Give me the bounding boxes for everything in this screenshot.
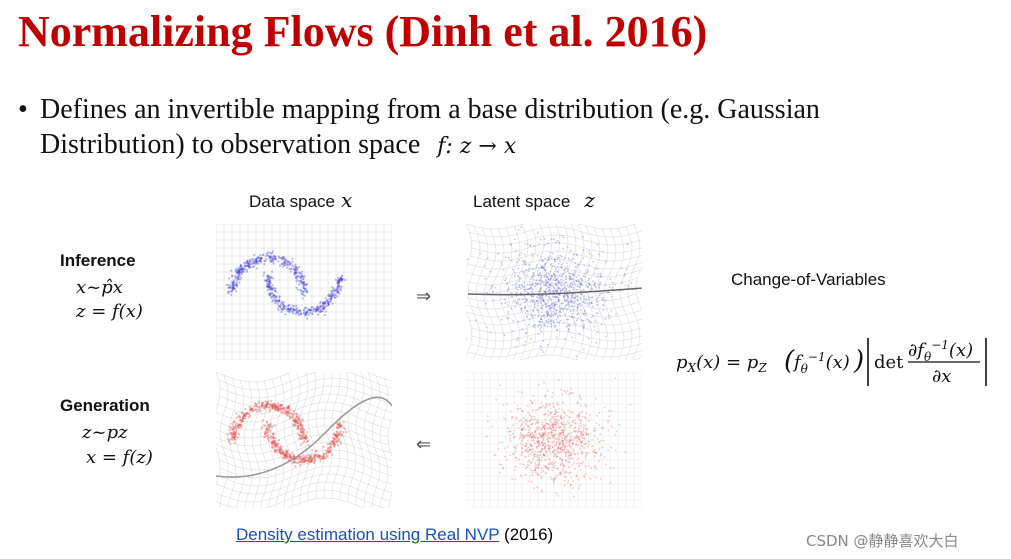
- grid-lines: [216, 224, 392, 360]
- change-of-variables-title: Change-of-Variables: [731, 270, 886, 289]
- moons-points: [225, 250, 347, 320]
- reference-link[interactable]: Density estimation using Real NVP: [236, 525, 500, 544]
- reference-year: (2016): [504, 525, 554, 544]
- watermark: CSDN @静静喜欢大白: [806, 532, 959, 550]
- reference: Density estimation using Real NVP (2016): [236, 525, 553, 545]
- bullet-line-2-text: Distribution) to observation space: [40, 129, 421, 160]
- bullet-line-2: Distribution) to observation space f: z …: [40, 127, 970, 164]
- generation-mapping-eq: x = f(z): [86, 447, 153, 468]
- mapping-formula: f: z → x: [437, 134, 517, 159]
- bullet-text: Defines an invertible mapping from a bas…: [40, 92, 970, 164]
- svg-text:det: det: [874, 352, 904, 373]
- svg-text:(: (: [784, 346, 795, 376]
- svg-text:fθ−1(x): fθ−1(x): [792, 350, 850, 376]
- svg-text:pX(x) = pZ: pX(x) = pZ: [676, 352, 767, 375]
- latent-space-label: Latent space z: [473, 188, 595, 212]
- inference-mapping-eq: z = f(x): [76, 301, 143, 322]
- inference-arrow: ⇒: [416, 286, 432, 307]
- data-space-label: Data space x: [249, 188, 352, 212]
- latent-space-label-text: Latent space: [473, 192, 571, 211]
- svg-text:): ): [853, 346, 864, 376]
- gaussian-points: [466, 226, 633, 358]
- inference-sampling-eq: x~p̂x: [76, 277, 123, 298]
- data-space-label-text: Data space: [249, 192, 335, 211]
- grid-lines: [216, 372, 392, 508]
- latent-axis-line: [467, 287, 642, 296]
- generation-latent-space-panel: [466, 372, 642, 508]
- bullet-dot: •: [18, 94, 28, 125]
- inference-label: Inference: [60, 251, 136, 270]
- svg-text:∂fθ−1(x): ∂fθ−1(x): [908, 338, 973, 364]
- inference-data-space-panel: [216, 224, 392, 360]
- slide-title: Normalizing Flows (Dinh et al. 2016): [18, 7, 708, 56]
- bullet-line-1: Defines an invertible mapping from a bas…: [40, 94, 820, 125]
- moons-points: [226, 399, 348, 468]
- generation-sampling-eq: z~pz: [82, 422, 128, 443]
- generation-arrow: ⇐: [416, 434, 432, 455]
- inference-latent-space-panel: [466, 224, 642, 360]
- grid-lines: [466, 224, 642, 360]
- generation-label: Generation: [60, 396, 150, 415]
- generation-data-space-panel: [216, 372, 392, 508]
- grid-lines: [466, 372, 642, 508]
- change-of-variables-formula: pX(x) = pZ ( fθ−1(x) ) det ∂fθ−1(x) ∂x: [676, 338, 987, 387]
- latent-space-symbol: z: [584, 188, 595, 212]
- data-space-symbol: x: [341, 188, 353, 212]
- gaussian-points: [486, 377, 632, 498]
- svg-text:∂x: ∂x: [932, 366, 951, 387]
- generation-curve-line: [216, 396, 392, 478]
